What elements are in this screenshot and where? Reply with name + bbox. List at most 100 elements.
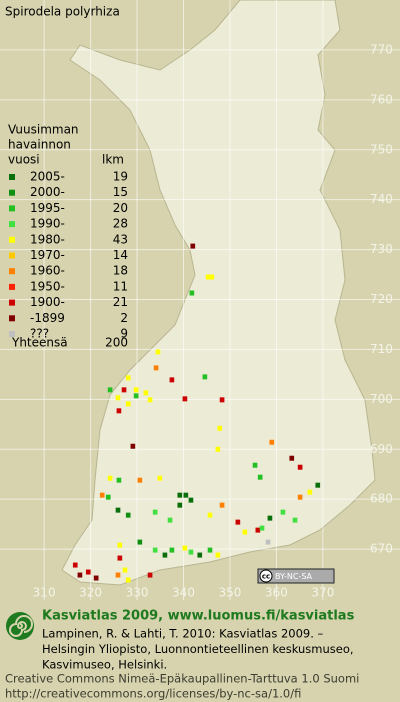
y-tick-label: 710 xyxy=(370,342,393,356)
x-tick-label: 370 xyxy=(311,586,334,600)
observation xyxy=(105,494,111,500)
observation xyxy=(153,365,159,371)
legend-label: ??? xyxy=(30,327,49,341)
legend-label: 1980- xyxy=(30,232,65,246)
observation xyxy=(202,374,208,380)
observation xyxy=(125,577,131,583)
legend-swatch xyxy=(9,268,15,275)
legend-label: 1950- xyxy=(30,279,65,293)
observation xyxy=(280,509,286,515)
observation xyxy=(162,552,168,558)
observation xyxy=(167,517,173,523)
observation xyxy=(252,462,258,468)
citation-line: Kasvimuseo, Helsinki. xyxy=(42,658,167,672)
legend-label: 1995- xyxy=(30,201,65,215)
observation xyxy=(99,492,105,498)
observation xyxy=(169,547,175,553)
legend-count: 19 xyxy=(113,170,128,184)
observation xyxy=(125,375,131,381)
observation xyxy=(121,387,127,393)
observation xyxy=(125,401,131,407)
footer: Lampinen, R. & Lahti, T. 2010: Kasviatla… xyxy=(5,627,359,701)
legend-swatch xyxy=(9,236,15,243)
observation xyxy=(122,567,128,573)
observation xyxy=(152,509,158,515)
legend-swatch xyxy=(9,331,15,337)
badge-circle xyxy=(259,569,273,583)
footer-heading: Kasviatlas 2009, www.luomus.fi/kasviatla… xyxy=(42,609,355,624)
badge-box xyxy=(257,568,335,584)
observation xyxy=(257,474,263,480)
observation xyxy=(155,349,161,355)
observation xyxy=(188,549,194,555)
observation xyxy=(217,425,223,431)
grid: 310 320 330 340 350 360 370 670 680 690 700 710 720 7… xyxy=(0,0,400,600)
legend-swatch xyxy=(9,189,15,196)
legend-count: 28 xyxy=(113,217,128,231)
y-tick-label: 730 xyxy=(370,242,393,256)
legend-label: 1960- xyxy=(30,264,65,278)
y-tick-label: 740 xyxy=(370,192,393,206)
legend-label: -1899 xyxy=(30,311,65,325)
observation xyxy=(182,545,188,551)
legend-total-label: Yhteensä xyxy=(11,336,68,350)
legend-total: 200 xyxy=(105,336,128,350)
observation xyxy=(115,572,121,578)
observation xyxy=(297,494,303,500)
legend-label: 1970- xyxy=(30,248,65,262)
observation xyxy=(125,512,131,518)
observation xyxy=(190,243,196,249)
legend-count-heading: lkm xyxy=(102,153,124,167)
x-tick-label: 360 xyxy=(265,586,288,600)
observation xyxy=(292,517,298,523)
legend-count: 43 xyxy=(113,232,128,246)
y-tick-label: 680 xyxy=(370,492,393,506)
observation xyxy=(72,562,78,568)
observation xyxy=(117,542,123,548)
observation xyxy=(107,475,113,481)
cc-badge: cc BY-NC-SA xyxy=(257,568,335,584)
observation xyxy=(269,439,275,445)
observation xyxy=(147,572,153,578)
legend-heading: vuosi xyxy=(8,153,40,167)
observation xyxy=(267,515,273,521)
legend-count: 9 xyxy=(120,327,128,341)
observation xyxy=(115,507,121,513)
observation xyxy=(207,512,213,518)
citation-line: Helsingin Yliopisto, Luonnontieteellinen… xyxy=(42,642,354,656)
observation xyxy=(116,477,122,483)
y-tick-label: 720 xyxy=(370,292,393,306)
observation xyxy=(207,547,213,553)
observation xyxy=(137,477,143,483)
y-tick-label: 690 xyxy=(370,442,393,456)
y-tick-label: 770 xyxy=(370,42,393,56)
observation xyxy=(182,396,188,402)
observation xyxy=(117,555,123,561)
observation xyxy=(133,393,139,399)
legend-count: 20 xyxy=(113,201,128,215)
observation xyxy=(215,446,221,452)
observation xyxy=(93,575,99,581)
observation xyxy=(255,527,261,533)
legend-swatch xyxy=(9,174,15,180)
observation xyxy=(143,390,149,396)
observation xyxy=(152,547,158,553)
logo-spiral xyxy=(9,615,33,637)
observation xyxy=(177,492,183,498)
observation xyxy=(189,290,195,296)
legend-count: 2 xyxy=(120,311,128,325)
legend-swatch xyxy=(9,205,15,212)
observation xyxy=(183,492,189,498)
x-tick-label: 310 xyxy=(33,586,56,600)
citation-line: Lampinen, R. & Lahti, T. 2010: Kasviatla… xyxy=(42,627,324,641)
observation xyxy=(188,497,194,503)
y-tick-label: 670 xyxy=(370,542,393,556)
observation xyxy=(177,502,183,508)
observation xyxy=(219,397,225,403)
legend-swatch xyxy=(9,283,15,290)
license-line: Creative Commons Nimeä-Epäkaupallinen-Ta… xyxy=(5,672,359,686)
badge-text: BY-NC-SA xyxy=(275,572,313,581)
observation xyxy=(205,274,211,280)
legend-swatch xyxy=(9,299,15,306)
